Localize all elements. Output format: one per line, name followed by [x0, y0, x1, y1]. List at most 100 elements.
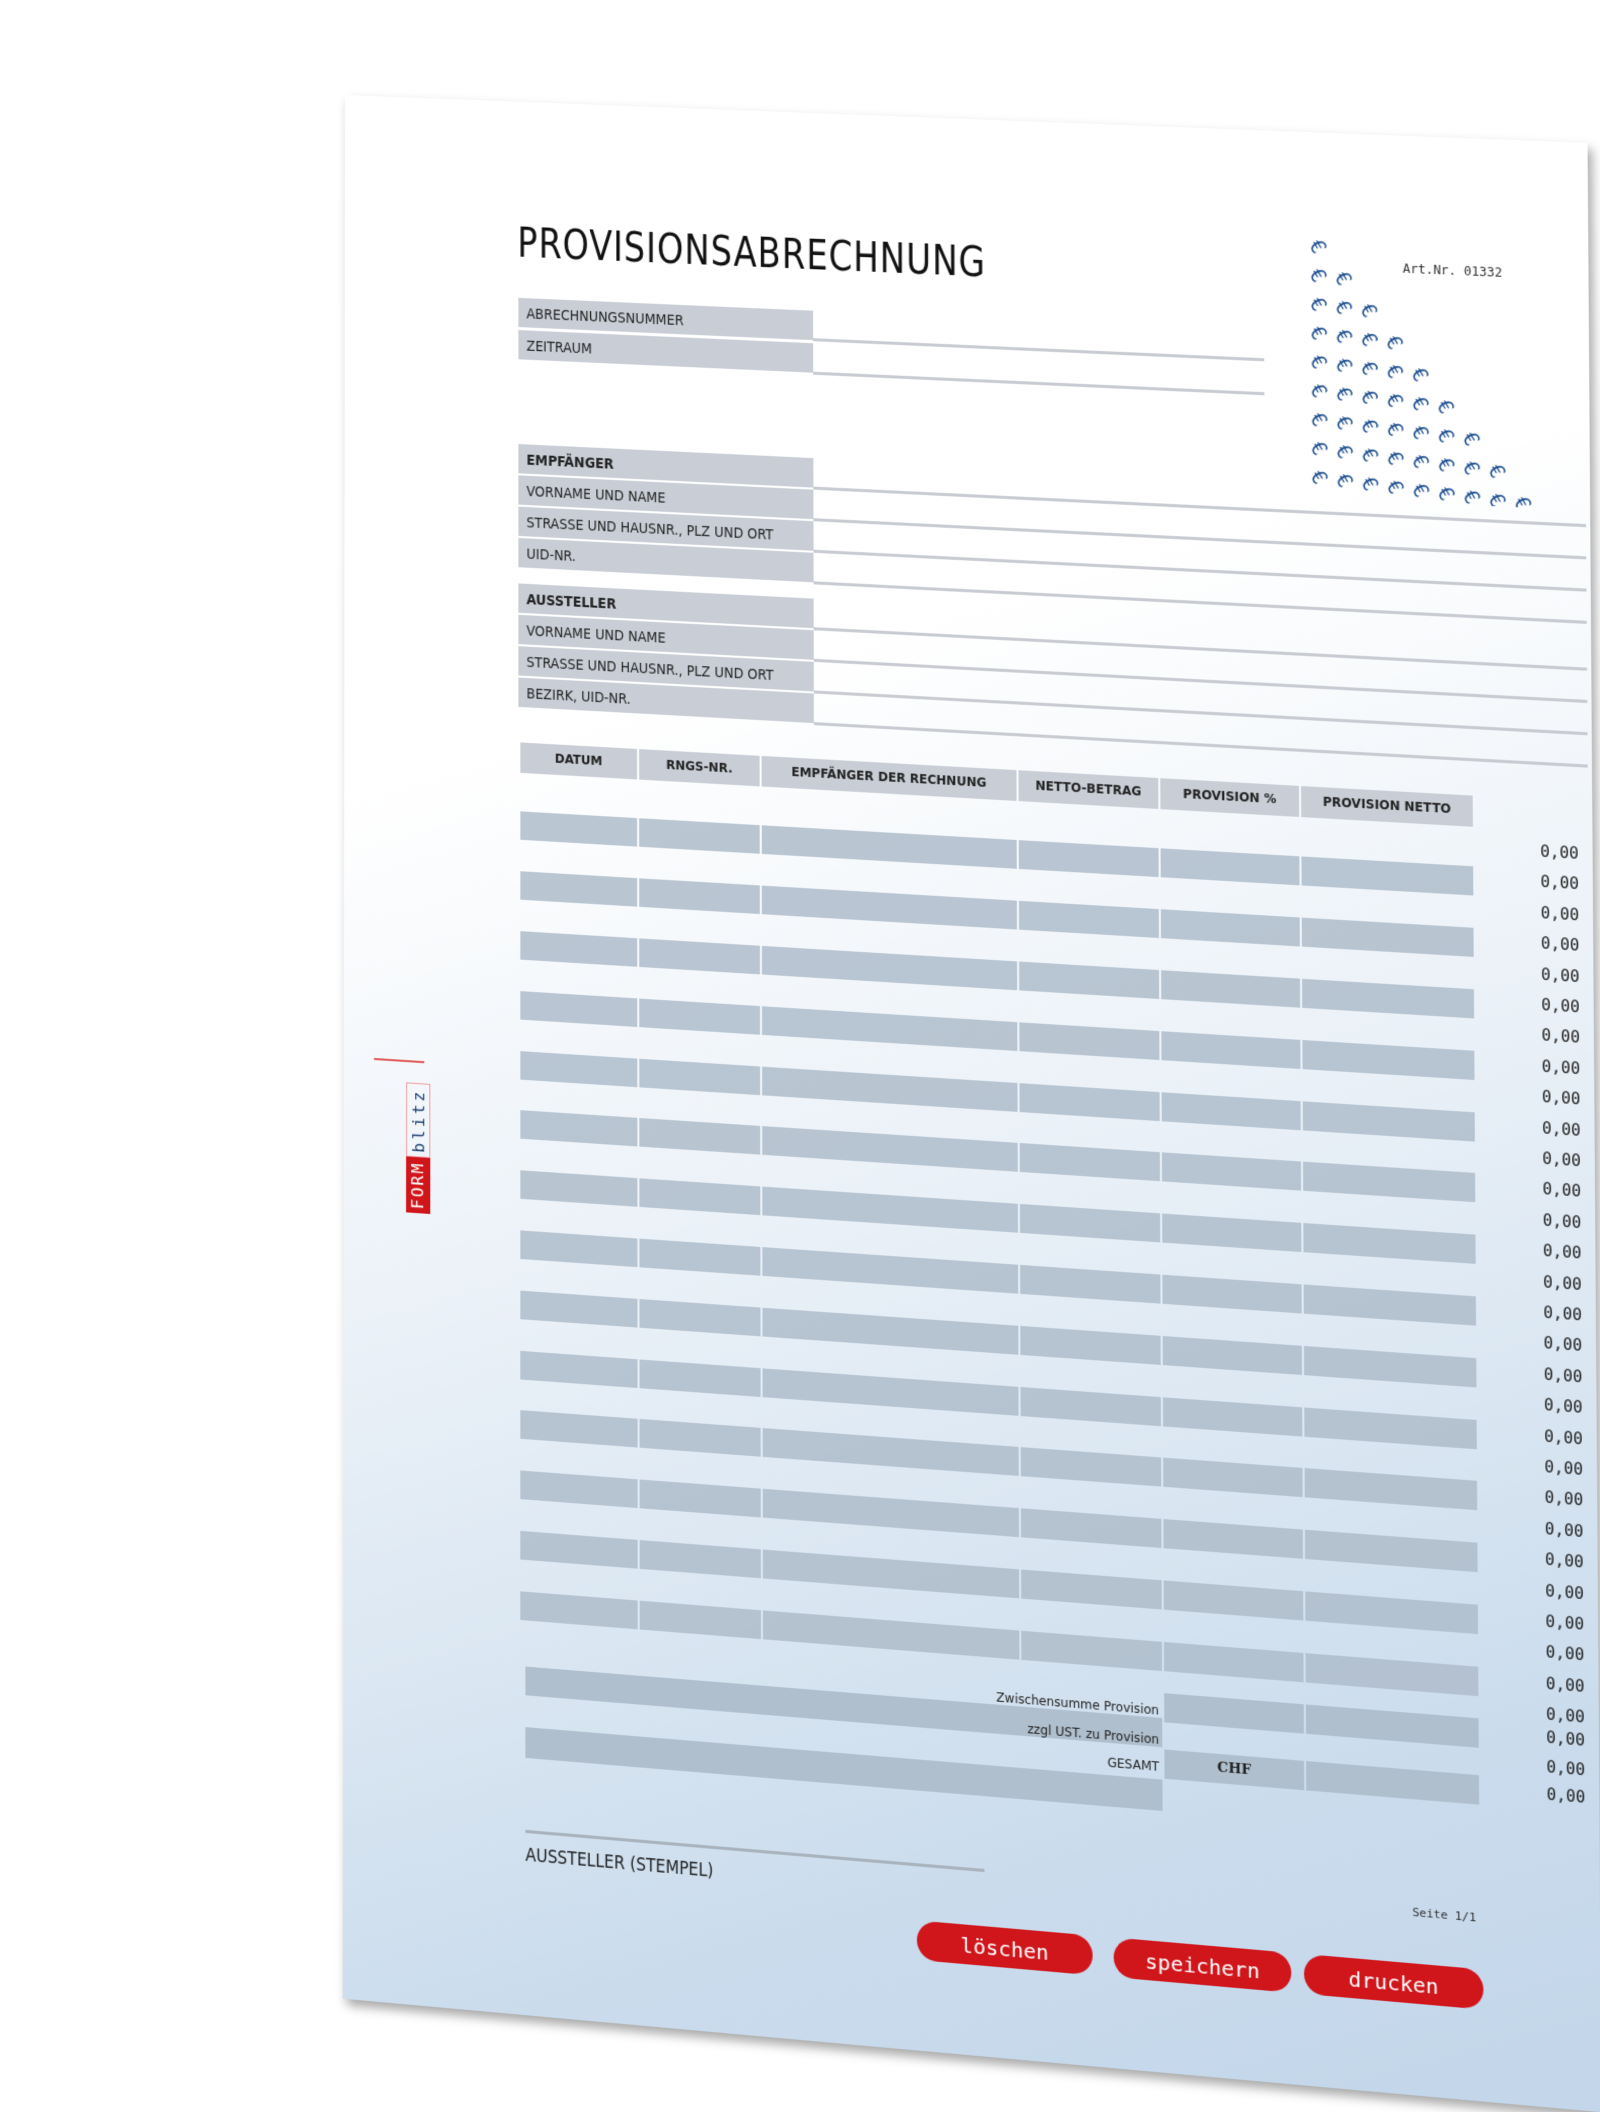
table-cell[interactable]	[1160, 848, 1300, 886]
table-cell[interactable]	[762, 1006, 1018, 1051]
table-cell[interactable]	[1162, 1396, 1303, 1437]
table-cell[interactable]	[1020, 1325, 1161, 1365]
table-cell[interactable]	[520, 1170, 638, 1207]
table-cell[interactable]	[1303, 1345, 1477, 1388]
table-cell[interactable]	[1018, 901, 1159, 939]
table-cell[interactable]	[1019, 1082, 1160, 1121]
table-cell[interactable]	[1163, 1641, 1304, 1683]
euro-glyph-icon: €	[1307, 293, 1333, 315]
table-cell[interactable]	[1020, 1447, 1162, 1487]
table-cell[interactable]	[762, 1126, 1018, 1173]
table-cell[interactable]	[762, 1307, 1019, 1355]
euro-glyph-icon: €	[1355, 357, 1384, 380]
table-cell[interactable]	[639, 1118, 761, 1156]
euro-glyph-icon: €	[1457, 456, 1486, 479]
table-cell[interactable]	[520, 1050, 638, 1087]
table-cell[interactable]	[1021, 1630, 1162, 1671]
table-cell[interactable]	[639, 1359, 761, 1397]
table-cell[interactable]	[639, 1600, 761, 1639]
field-input[interactable]	[813, 581, 1587, 624]
table-cell[interactable]	[1018, 840, 1159, 878]
table-cell[interactable]	[639, 998, 761, 1035]
table-cell[interactable]	[762, 1367, 1019, 1416]
table-cell[interactable]	[520, 990, 638, 1027]
table-cell[interactable]	[1163, 1580, 1304, 1621]
table-cell[interactable]	[1161, 1152, 1302, 1192]
table-cell[interactable]	[639, 1419, 761, 1458]
table-cell[interactable]	[1301, 917, 1474, 958]
table-cell[interactable]	[1020, 1386, 1161, 1426]
table-cell[interactable]	[1163, 1458, 1303, 1498]
euro-glyph-icon: €	[1330, 382, 1359, 405]
table-cell[interactable]	[762, 1186, 1018, 1233]
euro-glyph-icon: €	[1307, 379, 1333, 402]
table-cell[interactable]	[520, 1410, 638, 1448]
table-cell[interactable]	[1019, 1204, 1161, 1243]
table-cell[interactable]	[1304, 1407, 1477, 1449]
table-cell[interactable]	[762, 1247, 1019, 1294]
field-input[interactable]	[813, 518, 1587, 560]
table-cell[interactable]	[761, 885, 1017, 930]
table-cell[interactable]	[1301, 856, 1474, 896]
table-cell[interactable]	[1304, 1529, 1478, 1573]
euro-glyph-icon: €	[1330, 440, 1359, 463]
table-cell[interactable]	[520, 1290, 638, 1328]
table-cell[interactable]	[520, 1230, 638, 1268]
table-cell[interactable]	[762, 1610, 1020, 1660]
table-cell[interactable]	[639, 1058, 761, 1095]
table-cell[interactable]	[761, 945, 1018, 991]
table-cell[interactable]	[762, 1066, 1018, 1112]
table-cell[interactable]	[1021, 1569, 1162, 1610]
table-cell[interactable]	[1019, 1143, 1160, 1182]
zeitraum-input[interactable]	[813, 371, 1265, 396]
table-cell[interactable]	[1305, 1591, 1478, 1635]
table-cell[interactable]	[1160, 909, 1300, 947]
table-cell[interactable]	[520, 1470, 638, 1509]
table-cell[interactable]	[639, 1298, 761, 1337]
table-cell[interactable]	[1163, 1519, 1303, 1560]
table-cell[interactable]	[1162, 1274, 1302, 1314]
table-cell[interactable]	[639, 1540, 761, 1579]
table-cell[interactable]	[762, 1549, 1020, 1599]
table-cell[interactable]	[1302, 1039, 1475, 1080]
print-button[interactable]: drucken	[1303, 1953, 1484, 2010]
table-cell[interactable]	[520, 1530, 638, 1569]
table-cell[interactable]	[1020, 1508, 1162, 1549]
table-cell[interactable]	[639, 938, 760, 975]
euro-glyph-icon: €	[1354, 299, 1383, 322]
table-cell[interactable]	[1303, 1223, 1476, 1265]
table-cell[interactable]	[639, 818, 760, 855]
abrechnungsnummer-input[interactable]	[813, 338, 1265, 362]
table-cell[interactable]	[639, 1178, 761, 1216]
table-cell[interactable]	[762, 1488, 1019, 1538]
table-cell[interactable]	[520, 871, 638, 907]
table-cell[interactable]	[1305, 1652, 1479, 1696]
table-cell[interactable]	[761, 825, 1017, 870]
table-cell[interactable]	[639, 1479, 761, 1518]
table-cell[interactable]	[520, 1350, 638, 1388]
table-cell[interactable]	[520, 1591, 638, 1630]
table-cell[interactable]	[639, 878, 760, 915]
table-cell[interactable]	[762, 1428, 1019, 1477]
field-input[interactable]	[813, 549, 1587, 592]
table-cell[interactable]	[1019, 1022, 1160, 1060]
table-cell[interactable]	[520, 931, 638, 967]
save-button[interactable]: speichern	[1113, 1937, 1292, 1993]
table-cell[interactable]	[1162, 1335, 1303, 1375]
delete-button[interactable]: löschen	[916, 1920, 1093, 1976]
table-cell[interactable]	[1302, 1100, 1475, 1142]
table-cell[interactable]	[1304, 1468, 1478, 1511]
table-cell[interactable]	[1303, 1284, 1477, 1326]
table-cell[interactable]	[1161, 1091, 1301, 1130]
euro-glyph-icon: €	[1406, 479, 1435, 502]
table-cell[interactable]	[1019, 961, 1160, 1000]
table-cell[interactable]	[1161, 970, 1301, 1008]
table-cell[interactable]	[1162, 1213, 1302, 1253]
table-cell[interactable]	[639, 1238, 761, 1276]
table-cell[interactable]	[1161, 1030, 1301, 1069]
table-cell[interactable]	[1303, 1162, 1476, 1203]
table-cell[interactable]	[520, 811, 638, 848]
table-cell[interactable]	[1020, 1264, 1161, 1304]
table-cell[interactable]	[1302, 978, 1475, 1019]
table-cell[interactable]	[520, 1110, 638, 1147]
